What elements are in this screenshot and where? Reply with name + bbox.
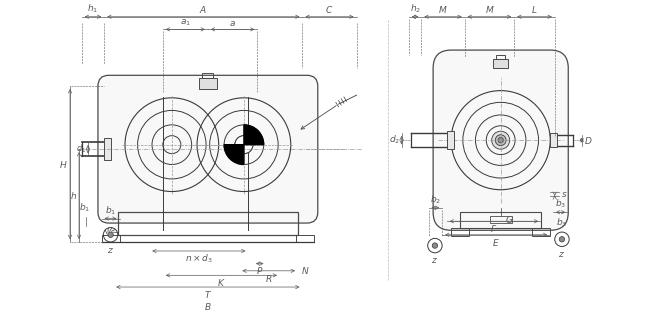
Text: $b_3$: $b_3$ [556, 217, 567, 229]
Text: $D$: $D$ [584, 135, 593, 146]
Text: $d_1$: $d_1$ [76, 143, 86, 155]
Text: $h_2$: $h_2$ [410, 2, 421, 15]
Bar [460, 212, 541, 228]
Circle shape [108, 232, 113, 237]
FancyBboxPatch shape [433, 50, 568, 230]
Text: $a_1$: $a_1$ [180, 17, 191, 27]
Bar [451, 228, 469, 236]
Text: $G$: $G$ [505, 214, 514, 225]
Circle shape [491, 131, 510, 149]
Text: $R$: $R$ [265, 273, 272, 284]
Text: $z$: $z$ [558, 250, 566, 259]
Circle shape [495, 135, 506, 146]
Text: $H$: $H$ [58, 158, 68, 169]
Text: $a$: $a$ [229, 18, 236, 27]
Bar [447, 131, 454, 149]
Bar [104, 138, 111, 160]
Text: $A$: $A$ [200, 4, 207, 15]
Bar [202, 73, 213, 78]
Bar [199, 78, 217, 89]
Text: $h$: $h$ [70, 190, 77, 201]
Text: $M$: $M$ [485, 4, 494, 15]
Text: $L$: $L$ [531, 4, 538, 15]
Text: $K$: $K$ [217, 277, 226, 288]
Wedge shape [244, 125, 264, 145]
Text: $n\times d_3$: $n\times d_3$ [185, 253, 213, 265]
Circle shape [559, 236, 565, 242]
Text: $s$: $s$ [561, 190, 567, 199]
Text: $C$: $C$ [326, 4, 333, 15]
Circle shape [235, 136, 253, 154]
Text: $E$: $E$ [492, 236, 500, 248]
Text: $M$: $M$ [438, 4, 448, 15]
Text: $T$: $T$ [204, 289, 212, 300]
Bar [118, 212, 298, 235]
Text: $h_1$: $h_1$ [87, 2, 99, 15]
Text: $N$: $N$ [301, 265, 309, 276]
Text: $z$: $z$ [107, 246, 114, 255]
Text: $d_2$: $d_2$ [389, 134, 400, 146]
Text: $b_2$: $b_2$ [430, 193, 441, 206]
Bar [493, 59, 508, 68]
Circle shape [432, 243, 437, 248]
Wedge shape [224, 145, 244, 164]
Text: $b_3$: $b_3$ [555, 198, 566, 211]
Bar [296, 235, 314, 242]
Text: $B$: $B$ [204, 301, 212, 312]
Text: $F$: $F$ [490, 223, 497, 234]
Bar [532, 228, 551, 236]
Bar [101, 235, 120, 242]
Text: $z$: $z$ [432, 256, 438, 266]
Circle shape [498, 138, 503, 143]
Text: $b_1$: $b_1$ [79, 202, 90, 214]
Bar [490, 216, 512, 223]
Bar [551, 133, 558, 147]
Text: $P$: $P$ [256, 266, 263, 276]
FancyBboxPatch shape [98, 75, 318, 223]
Text: $b_1$: $b_1$ [105, 204, 116, 217]
Bar [496, 55, 505, 59]
